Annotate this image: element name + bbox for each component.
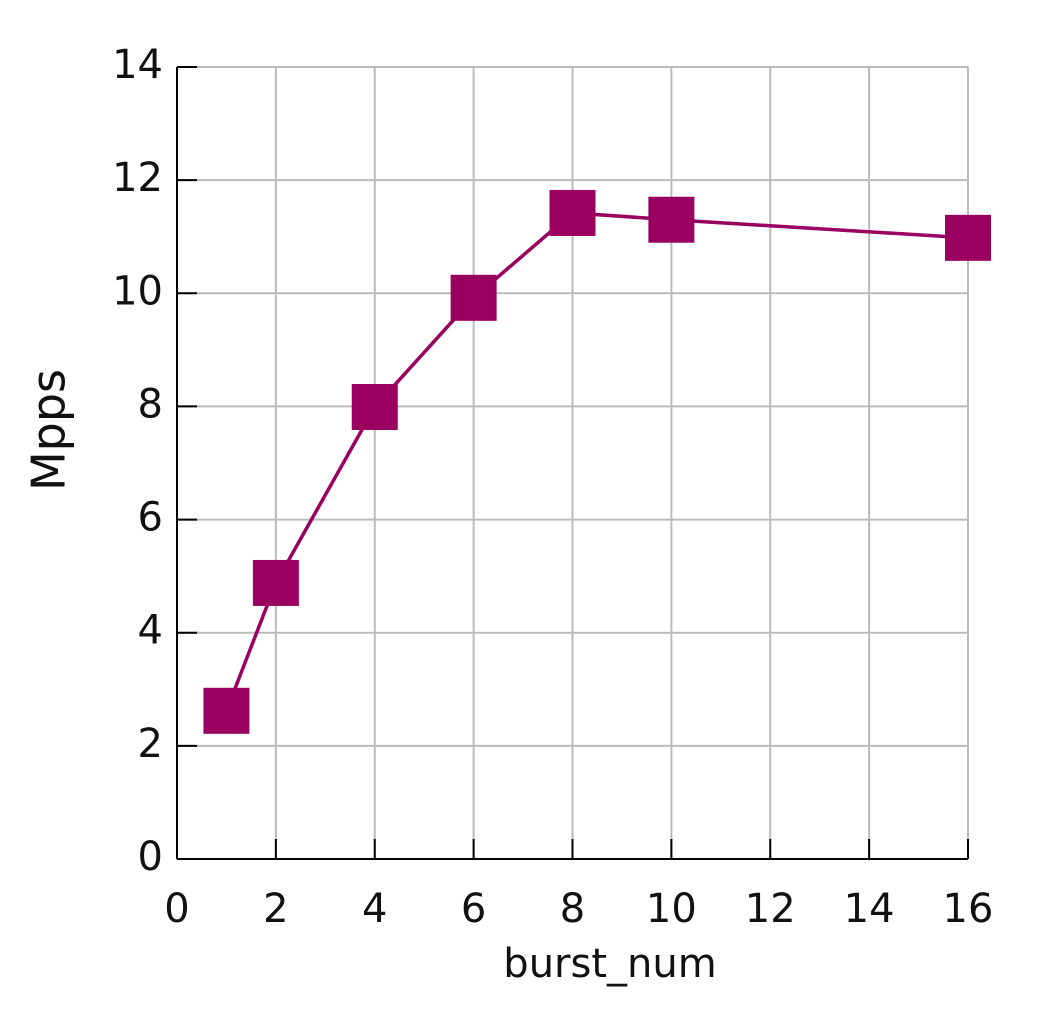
y-tick-label: 10 bbox=[112, 268, 163, 314]
y-axis-label: Mpps bbox=[22, 369, 76, 491]
x-tick-label: 12 bbox=[745, 886, 796, 932]
data-point bbox=[351, 383, 398, 430]
y-tick-label: 12 bbox=[112, 155, 163, 201]
x-tick-label: 2 bbox=[263, 886, 288, 932]
y-tick-label: 2 bbox=[138, 721, 163, 767]
data-line bbox=[224, 211, 969, 712]
x-axis-label: burst_num bbox=[503, 941, 716, 987]
x-tick-label: 0 bbox=[164, 886, 189, 932]
x-tick-label: 6 bbox=[461, 886, 486, 932]
x-tick-label: 10 bbox=[646, 886, 697, 932]
data-point bbox=[252, 559, 299, 606]
data-point bbox=[648, 196, 695, 243]
x-tick-label: 16 bbox=[943, 886, 994, 932]
y-tick-label: 8 bbox=[138, 381, 163, 427]
data-point bbox=[203, 687, 250, 734]
data-point bbox=[945, 214, 991, 261]
y-tick-label: 0 bbox=[138, 834, 163, 880]
y-tick-label: 4 bbox=[138, 608, 163, 654]
y-tick-label: 14 bbox=[112, 42, 163, 88]
x-tick-label: 4 bbox=[362, 886, 387, 932]
x-tick-label: 8 bbox=[560, 886, 585, 932]
data-point bbox=[549, 189, 596, 236]
y-tick-label: 6 bbox=[138, 495, 163, 541]
x-tick-label: 14 bbox=[844, 886, 895, 932]
data-point bbox=[450, 274, 497, 321]
